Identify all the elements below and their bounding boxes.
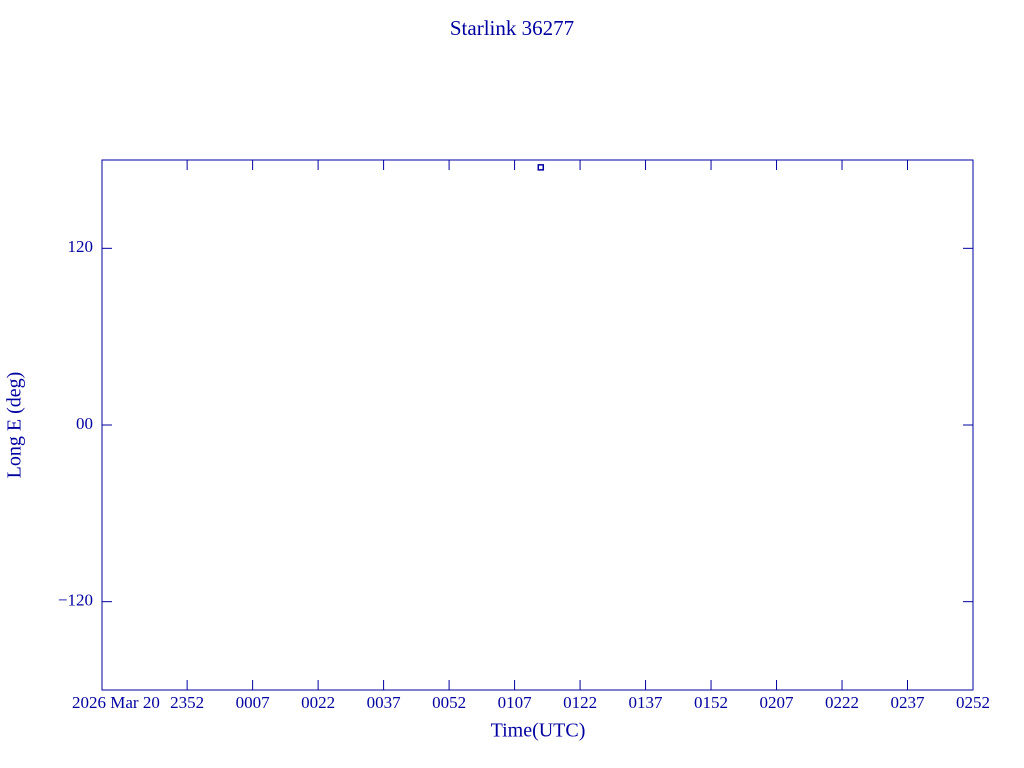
x-tick-label: 2352 — [170, 693, 204, 712]
y-axis-label: Long E (deg) — [4, 372, 26, 479]
x-tick-label: 0107 — [498, 693, 533, 712]
x-tick-label: 0237 — [891, 693, 926, 712]
x-tick-label: 0137 — [629, 693, 664, 712]
point — [537, 164, 545, 171]
x-tick-label: 0122 — [563, 693, 597, 712]
x-tick-label: 0007 — [236, 693, 271, 712]
x-start-label: 2026 Mar 20 — [72, 693, 160, 712]
x-tick-label: 0152 — [694, 693, 728, 712]
x-axis-label: Time(UTC) — [491, 720, 586, 742]
chart-title: Starlink 36277 — [450, 16, 574, 40]
x-tick-label: 0037 — [367, 693, 402, 712]
x-tick-label: 0222 — [825, 693, 859, 712]
plot-frame — [101, 159, 974, 691]
y-tick-label: 00 — [76, 414, 93, 433]
x-tick-label: 0252 — [956, 693, 990, 712]
y-tick-label: −120 — [58, 591, 93, 610]
y-tick-label: 120 — [68, 237, 94, 256]
x-tick-label: 0052 — [432, 693, 466, 712]
x-tick-label: 0022 — [301, 693, 335, 712]
x-tick-label: 0207 — [760, 693, 795, 712]
